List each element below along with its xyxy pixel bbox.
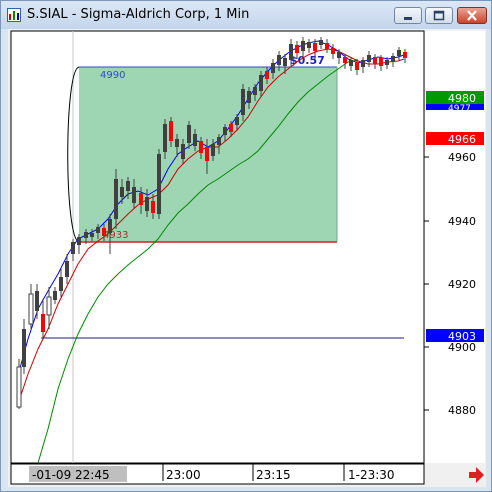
ma-slow-line	[37, 59, 359, 464]
y-tick-label: 4960	[448, 151, 476, 164]
x-tick-label: 23:00	[166, 468, 201, 482]
maximize-button[interactable]	[425, 7, 453, 24]
price-flag-label: 4903	[448, 330, 476, 343]
price-flag-blue-top: 4977	[426, 104, 484, 114]
box-bracket	[67, 66, 80, 243]
scroll-right-button[interactable]	[469, 467, 484, 483]
x-tick-label: -01-09 22:45	[32, 468, 110, 482]
time-highlight	[29, 466, 127, 482]
y-tick-label: 4900	[448, 341, 476, 354]
price-flag-green: 4980	[426, 91, 484, 105]
y-tick-group: 4960 4940 4920 4900 4880	[424, 151, 476, 417]
minimize-button[interactable]	[394, 7, 422, 24]
minimize-icon	[404, 17, 412, 20]
price-flag-label: 4966	[448, 133, 476, 146]
price-flag-red: 4966	[426, 132, 484, 146]
close-button[interactable]	[457, 7, 487, 24]
chart-app-icon	[7, 8, 21, 22]
price-flag-label: 4980	[448, 92, 476, 105]
price-flag-blue: 4903	[426, 329, 484, 343]
y-tick-label: 4920	[448, 278, 476, 291]
window-title: S.SIAL - Sigma-Aldrich Corp, 1 Min	[27, 7, 250, 22]
profit-label: $0.57	[290, 54, 325, 67]
right-arrow-icon	[469, 467, 484, 483]
price-flag-label: 4977	[448, 104, 471, 114]
y-tick-label: 4880	[448, 404, 476, 417]
candlesticks	[16, 37, 407, 409]
box-top-label: 4990	[100, 70, 125, 81]
price-chart[interactable]: 4990 4933 $0.57	[8, 29, 486, 487]
close-icon	[467, 10, 477, 21]
maximize-icon	[433, 10, 445, 21]
box-bottom-label: 4933	[103, 230, 128, 241]
chart-client-area: 4990 4933 $0.57	[8, 29, 486, 487]
y-tick-label: 4940	[448, 215, 476, 228]
x-tick-label: 1-23:30	[348, 468, 395, 482]
x-tick-label: 23:15	[256, 468, 291, 482]
title-bar[interactable]: S.SIAL - Sigma-Aldrich Corp, 1 Min	[1, 1, 491, 29]
